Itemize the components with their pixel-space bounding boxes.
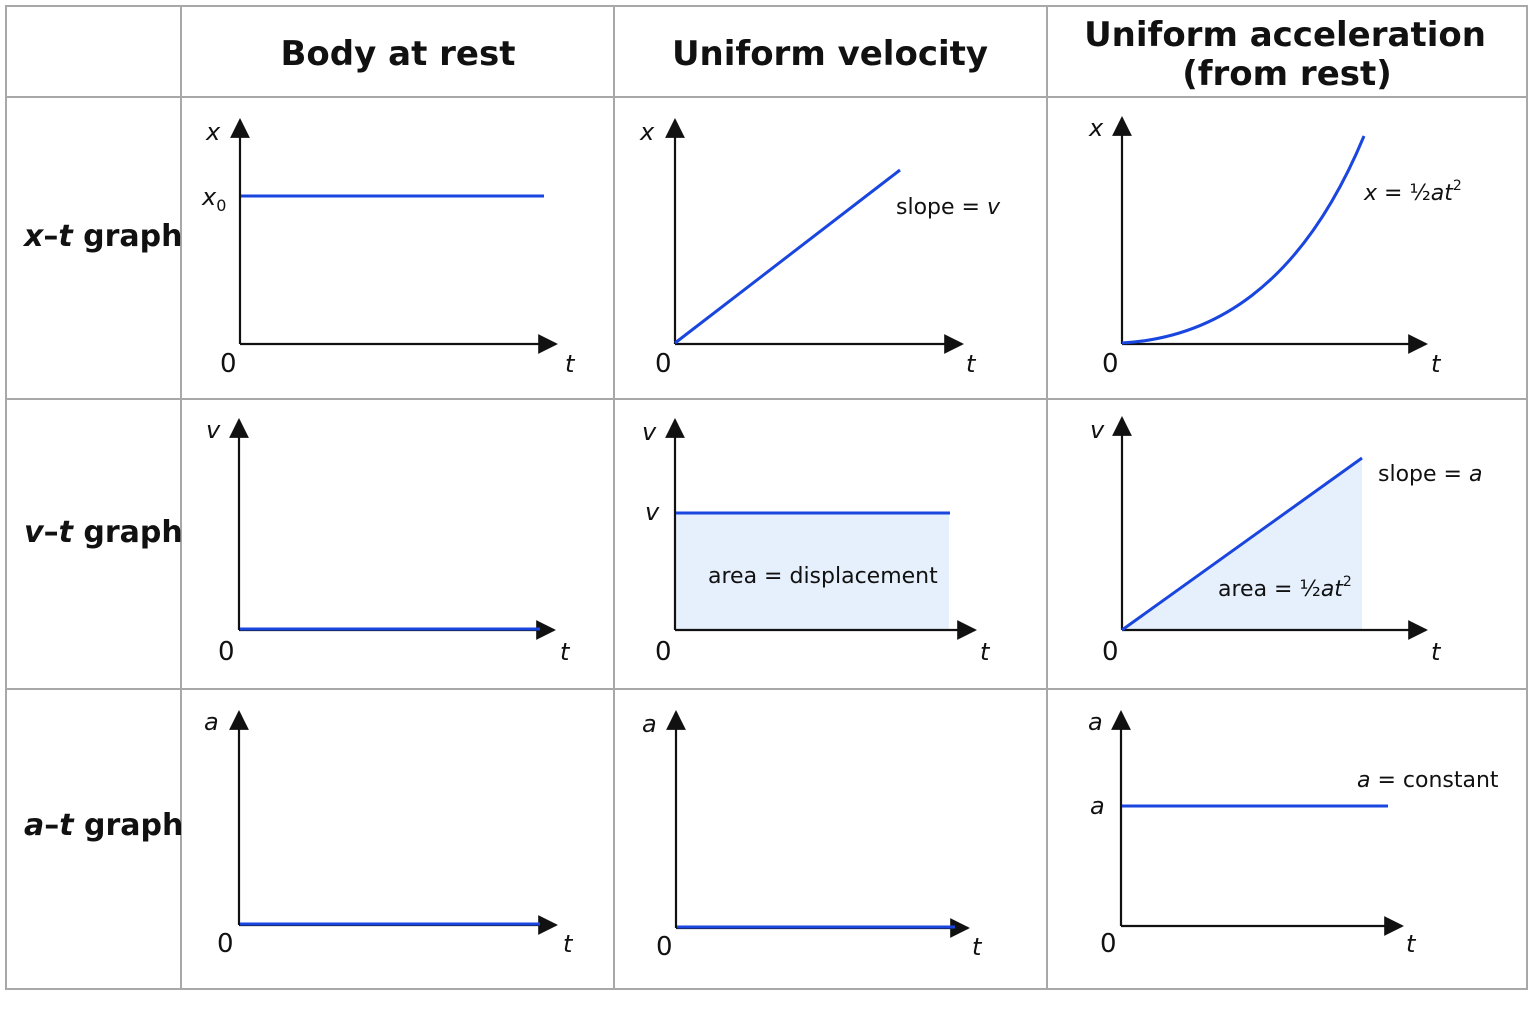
header-body-at-rest: Body at rest [281,34,516,74]
graph-uniform-acceleration-a-t: a a 0 t a = constant [1088,708,1499,959]
annotation-area-half-at2: area = ½at2 [1218,574,1352,602]
axis-label-x: x [639,118,655,146]
header-uniform-velocity: Uniform velocity [672,34,988,74]
annotation-slope-a: slope = a [1378,462,1482,487]
origin-label: 0 [217,929,234,959]
table-grid [5,5,1528,990]
axis-label-x: x [205,118,221,146]
row-label-a-t-graph: a–t graph [24,808,183,843]
graph-uniform-velocity-x-t: x 0 t slope = v [639,118,1001,379]
linear-velocity-line [1121,456,1363,632]
origin-label: 0 [656,932,673,962]
annotation-a-constant: a = constant [1357,768,1499,793]
graph-uniform-velocity-v-t: v v 0 t area = displacement [642,418,991,667]
graph-uniform-acceleration-v-t: v 0 t slope = a area = ½at2 [1090,416,1482,667]
velocity-level-label: v [645,498,660,526]
origin-label: 0 [1100,929,1117,959]
origin-label: 0 [655,637,672,667]
header-uniform-acceleration: Uniform acceleration [1084,15,1486,55]
axis-label-x0: x0 [201,183,226,215]
parabolic-position-curve [1121,135,1366,345]
annotation-x-half-at2: x = ½at2 [1363,178,1462,206]
origin-label: 0 [655,349,672,379]
axis-label-v: v [642,418,657,446]
graph-uniform-velocity-a-t: a 0 t [642,710,983,962]
axis-label-t: t [563,930,574,958]
axis-label-t: t [1431,638,1442,666]
linear-position-line [674,168,901,345]
axis-label-a: a [204,708,219,736]
graph-uniform-acceleration-x-t: x 0 t x = ½at2 [1088,114,1462,379]
axis-label-t: t [1431,350,1442,378]
axis-label-t: t [972,933,983,961]
annotation-slope-v: slope = v [896,195,1001,220]
axis-label-x: x [1088,114,1104,142]
axis-label-t: t [1406,930,1417,958]
acceleration-level-label: a [1090,792,1105,820]
graph-rest-x-t: x x0 0 t [201,118,576,379]
origin-label: 0 [1102,349,1119,379]
axis-label-t: t [560,638,571,666]
axis-label-t: t [980,638,991,666]
header-from-rest: (from rest) [1182,54,1392,94]
axis-label-t: t [565,350,576,378]
axis-label-v: v [206,416,221,444]
annotation-area-displacement: area = displacement [708,564,938,589]
graph-rest-a-t: a 0 t [204,708,574,959]
row-label-v-t-graph: v–t graph [24,515,183,550]
origin-label: 0 [1102,637,1119,667]
axis-label-v: v [1090,416,1105,444]
origin-label: 0 [220,349,237,379]
row-label-x-t-graph: x–t graph [22,219,183,254]
origin-label: 0 [218,637,235,667]
axis-label-a: a [642,710,657,738]
graph-rest-v-t: v 0 t [206,416,571,667]
axis-label-a: a [1088,708,1103,736]
displacement-area [676,513,949,629]
axis-label-t: t [966,350,977,378]
